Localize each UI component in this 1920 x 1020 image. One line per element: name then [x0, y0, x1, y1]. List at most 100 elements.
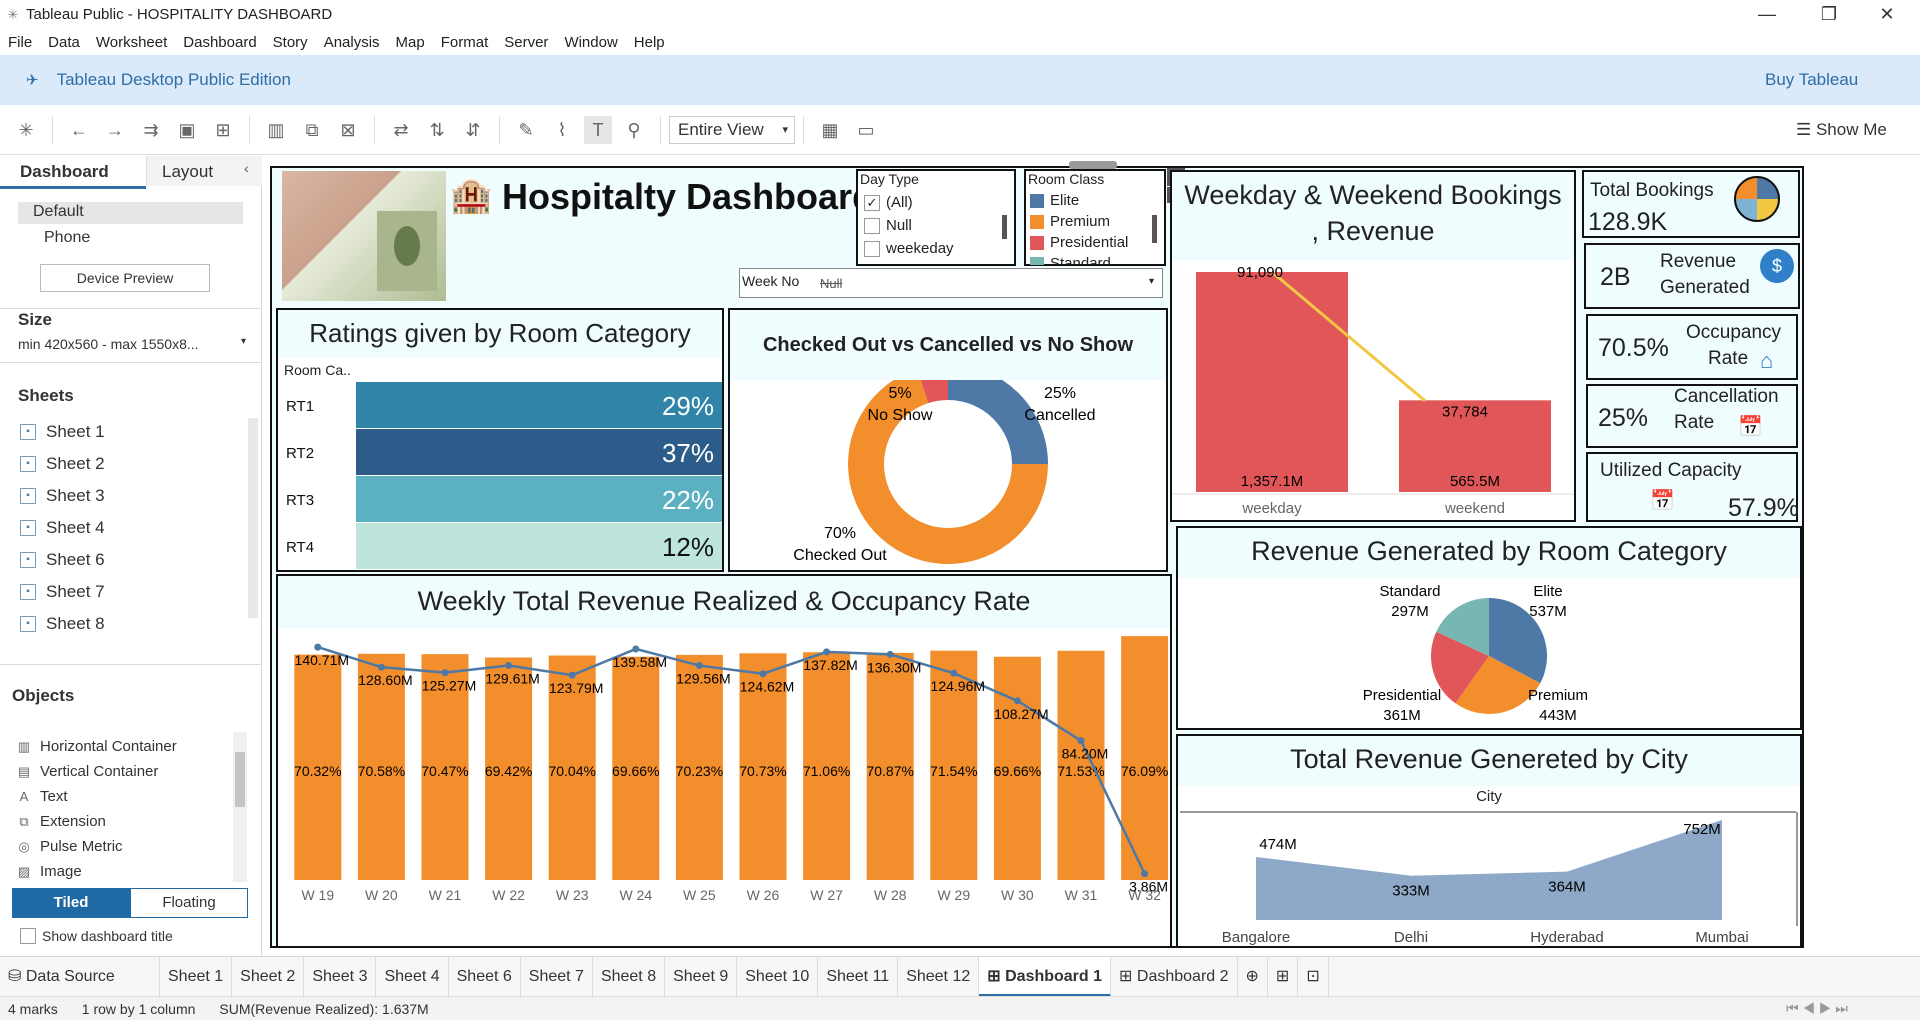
tab-data-source[interactable]: ⛁ Data Source	[0, 956, 160, 997]
fit-view-select[interactable]: Entire View ▾	[669, 115, 795, 144]
show-cards-icon[interactable]: ▦	[821, 119, 839, 140]
legend-item[interactable]: Elite	[1030, 192, 1079, 209]
menu-dashboard[interactable]: Dashboard	[183, 33, 257, 51]
save-icon[interactable]: ▣	[178, 119, 196, 140]
tab-sheet[interactable]: Sheet 10	[737, 956, 819, 997]
filter-option[interactable]: ✓ (All)	[864, 194, 913, 212]
new-worksheet-icon[interactable]: ⊕	[1238, 956, 1268, 997]
tab-sheet[interactable]: Sheet 1	[160, 956, 233, 997]
tab-sheet[interactable]: Sheet 7	[521, 956, 593, 997]
presentation-icon[interactable]: ▭	[857, 119, 875, 140]
tab-sheet[interactable]: Sheet 6	[449, 956, 521, 997]
sheet-item[interactable]: ▪ Sheet 6	[20, 550, 105, 570]
duplicate-sheet-icon[interactable]: ⧉	[305, 119, 319, 140]
new-datasource-icon[interactable]: ⊞	[215, 119, 231, 140]
object-vertical-container[interactable]: ▤ Vertical Container	[16, 763, 159, 780]
menu-map[interactable]: Map	[395, 33, 425, 51]
menu-analysis[interactable]: Analysis	[323, 33, 380, 51]
sort-ascending-icon[interactable]: ⇅	[429, 119, 445, 140]
legend-item[interactable]: Presidential	[1030, 234, 1128, 251]
filter-option[interactable]: weekeday	[864, 240, 954, 258]
menu-help[interactable]: Help	[633, 33, 665, 51]
menu-file[interactable]: File	[8, 33, 33, 51]
sheet-item[interactable]: ▪ Sheet 2	[20, 454, 105, 474]
new-story-icon[interactable]: ⊡	[1298, 956, 1329, 997]
legend-item[interactable]: Standard	[1030, 255, 1111, 265]
legend-item[interactable]: Premium	[1030, 213, 1110, 230]
menu-worksheet[interactable]: Worksheet	[95, 33, 168, 51]
new-dashboard-icon[interactable]: ⊞	[1268, 956, 1299, 997]
menu-window[interactable]: Window	[564, 33, 618, 51]
tab-sheet[interactable]: Sheet 2	[232, 956, 305, 997]
chevron-down-icon: ▾	[782, 123, 788, 136]
kpi-label: Rate	[1708, 348, 1749, 369]
clear-sheet-icon[interactable]: ⊠	[340, 119, 356, 140]
device-default[interactable]: Default	[33, 203, 84, 220]
labels-icon[interactable]: T	[584, 115, 612, 144]
rating-cell	[356, 476, 722, 522]
device-preview-button[interactable]: Device Preview	[40, 264, 210, 292]
filter-scrollbar[interactable]	[1002, 215, 1007, 239]
show-me-button[interactable]: ☰ Show Me	[1796, 120, 1887, 140]
tab-sheet[interactable]: Sheet 3	[304, 956, 377, 997]
filter-scrollbar[interactable]	[1152, 215, 1157, 243]
tableau-home-icon[interactable]: ✳	[18, 119, 34, 140]
occupancy-bar	[930, 650, 978, 880]
tab-sheet[interactable]: Sheet 12	[898, 956, 980, 997]
collapse-panel-icon[interactable]: ‹	[244, 160, 249, 176]
tab-dashboard[interactable]: Dashboard	[20, 162, 109, 181]
floating-button[interactable]: Floating	[130, 888, 248, 918]
room-class-filter[interactable]: Room Class Elite Premium Presidential St…	[1024, 169, 1166, 266]
rating-row-label: RT4	[286, 539, 314, 556]
sheet-item[interactable]: ▪ Sheet 4	[20, 518, 105, 538]
object-text[interactable]: A Text	[16, 788, 68, 805]
tiled-button[interactable]: Tiled	[12, 888, 130, 918]
tab-sheet[interactable]: Sheet 9	[665, 956, 738, 997]
sheet-item[interactable]: ▪ Sheet 8	[20, 614, 105, 634]
sheet-item[interactable]: ▪ Sheet 1	[20, 422, 105, 442]
tab-sheet[interactable]: Sheet 8	[593, 956, 666, 997]
object-image[interactable]: ▨ Image	[16, 863, 82, 880]
minimize-button[interactable]: —	[1758, 4, 1776, 24]
revenue-label: 128.60M	[358, 672, 412, 688]
replay-icon[interactable]: ⇉	[143, 119, 159, 140]
menu-data[interactable]: Data	[48, 33, 80, 51]
sheet-item[interactable]: ▪ Sheet 7	[20, 582, 105, 602]
day-type-filter[interactable]: Day Type ✓ (All) Null weekeday	[856, 169, 1016, 266]
tab-dashboard-1[interactable]: ⊞ Dashboard 1	[979, 956, 1112, 997]
menu-server[interactable]: Server	[504, 33, 549, 51]
swap-icon[interactable]: ⇄	[393, 119, 409, 140]
page-navigation-icon[interactable]: ⏮ ◀ ▶ ⏭	[1786, 1000, 1848, 1016]
redo-icon[interactable]: →	[106, 119, 124, 140]
tab-layout[interactable]: Layout	[162, 162, 214, 181]
close-button[interactable]: ✕	[1879, 4, 1895, 24]
highlight-icon[interactable]: ✎	[518, 119, 534, 140]
revenue-point	[314, 643, 322, 651]
undo-icon[interactable]: ←	[70, 119, 88, 140]
new-worksheet-icon[interactable]: ▥	[267, 119, 285, 140]
device-phone[interactable]: Phone	[44, 229, 91, 246]
tab-dashboard-2[interactable]: ⊞ Dashboard 2	[1111, 956, 1238, 997]
tab-sheet[interactable]: Sheet 11	[818, 956, 899, 997]
week-no-filter[interactable]: Week No Null ▾	[739, 268, 1163, 298]
objects-scrollbar[interactable]	[233, 732, 247, 882]
attach-icon[interactable]: ⌇	[557, 119, 567, 140]
menu-format[interactable]: Format	[440, 33, 489, 51]
show-title-checkbox[interactable]: Show dashboard title	[20, 928, 173, 944]
move-handle[interactable]	[1069, 161, 1117, 169]
size-select[interactable]: min 420x560 - max 1550x8... ▾	[18, 336, 246, 352]
pin-axis-icon[interactable]: ⚲	[627, 119, 641, 140]
revenue-point	[823, 648, 831, 656]
object-extension[interactable]: ⧉ Extension	[16, 813, 106, 830]
rating-value-label: 37%	[662, 438, 714, 468]
object-pulse-metric[interactable]: ◎ Pulse Metric	[16, 838, 122, 855]
buy-tableau-link[interactable]: Buy Tableau	[1765, 70, 1859, 89]
object-horizontal-container[interactable]: ▥ Horizontal Container	[16, 738, 177, 755]
filter-option[interactable]: Null	[864, 217, 912, 235]
sheets-scrollbar[interactable]	[248, 418, 258, 618]
tab-sheet[interactable]: Sheet 4	[376, 956, 449, 997]
restore-button[interactable]: ❐	[1820, 4, 1838, 24]
sort-descending-icon[interactable]: ⇵	[465, 119, 481, 140]
menu-story[interactable]: Story	[272, 33, 308, 51]
sheet-item[interactable]: ▪ Sheet 3	[20, 486, 105, 506]
